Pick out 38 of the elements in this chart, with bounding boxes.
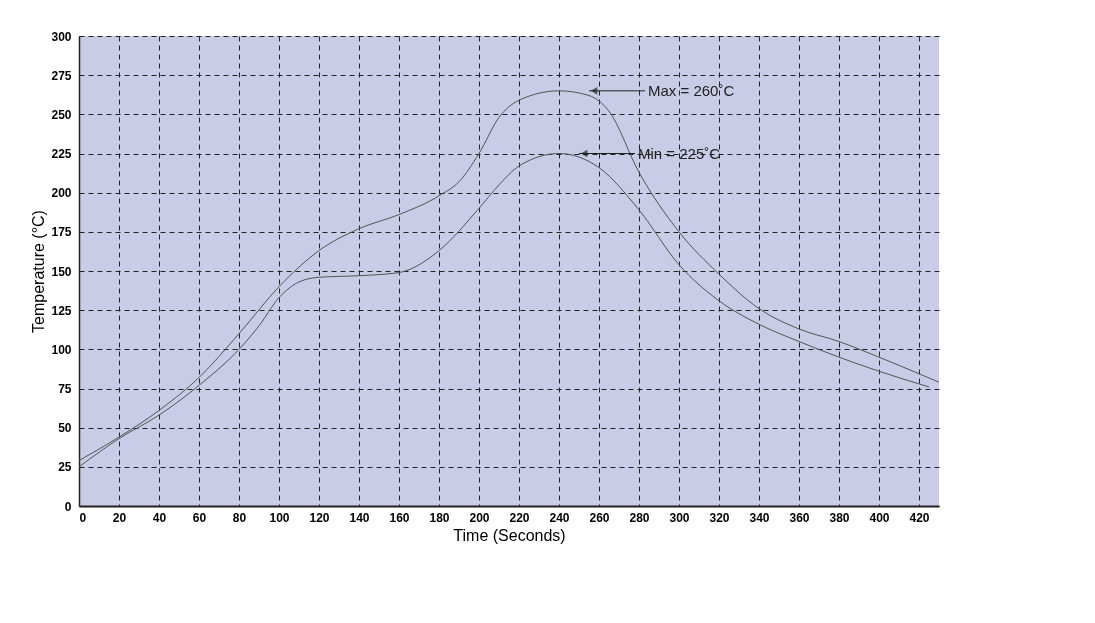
y-tick-label: 150	[51, 264, 72, 279]
x-tick-label: 240	[549, 510, 570, 525]
x-tick-label: 360	[789, 510, 810, 525]
x-tick-label: 260	[589, 510, 610, 525]
x-tick-label: 20	[112, 510, 127, 525]
y-tick-label: 225	[51, 147, 72, 161]
x-tick-label: 200	[469, 510, 490, 525]
y-tick-label: 250	[51, 107, 72, 122]
x-tick-label: 140	[349, 510, 370, 525]
x-tick-label: 120	[309, 510, 330, 525]
x-tick-label: 80	[232, 510, 247, 525]
x-tick-label: 0	[79, 510, 87, 525]
x-tick-label: 320	[709, 510, 730, 525]
annotation: Max = 260˚C	[648, 81, 735, 99]
y-tick-label: 0	[64, 499, 72, 514]
y-tick-label: 200	[51, 186, 72, 201]
y-tick-label: 25	[58, 460, 72, 475]
x-tick-label: 300	[669, 510, 690, 525]
x-tick-label: 340	[749, 510, 770, 525]
y-tick-label: 50	[58, 421, 72, 436]
y-tick-label: 75	[58, 382, 72, 396]
x-tick-label: 100	[269, 510, 290, 525]
x-tick-label: 40	[152, 510, 167, 525]
y-tick-label: 125	[51, 303, 72, 318]
x-tick-label: 380	[829, 510, 850, 525]
x-tick-label: 420	[909, 510, 930, 525]
x-tick-label: 400	[869, 510, 890, 525]
y-tick-label: 175	[51, 225, 72, 240]
x-tick-label: 280	[629, 510, 650, 525]
x-axis-title: Time (Seconds)	[453, 526, 566, 544]
x-tick-label: 220	[509, 510, 530, 525]
x-tick-label: 160	[389, 510, 410, 525]
x-tick-label: 60	[192, 510, 207, 525]
y-tick-label: 300	[51, 29, 72, 44]
y-tick-label: 275	[51, 68, 72, 83]
y-axis-title: Temperature (°C)	[30, 210, 48, 333]
y-tick-label: 100	[51, 342, 72, 357]
x-tick-label: 180	[429, 510, 450, 525]
